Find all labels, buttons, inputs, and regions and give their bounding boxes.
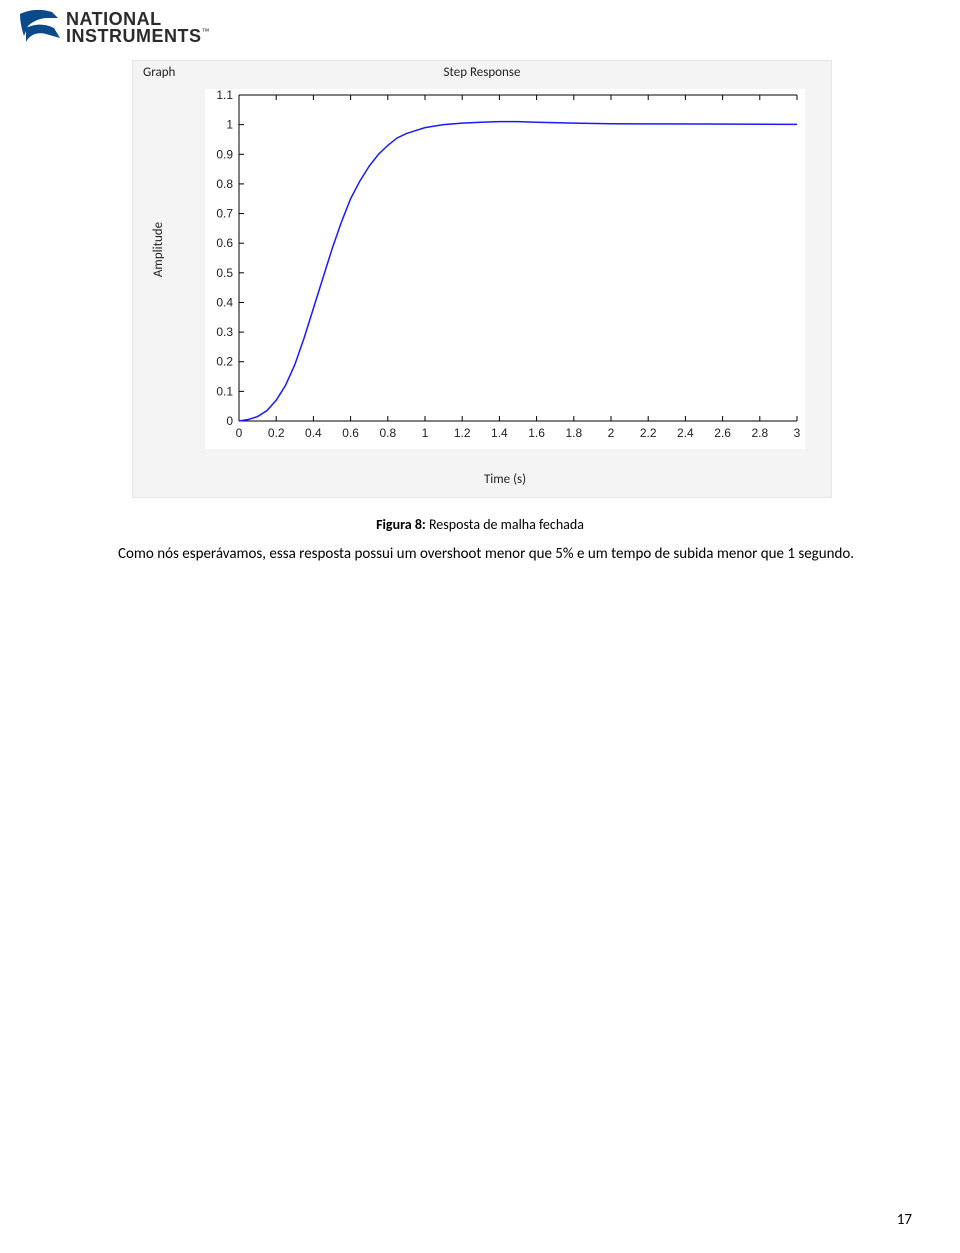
svg-text:0.9: 0.9 [216,147,233,161]
svg-text:1.6: 1.6 [528,426,545,440]
svg-text:0.5: 0.5 [216,266,233,280]
svg-text:0.8: 0.8 [379,426,396,440]
chart-header-center: Step Response [133,65,831,80]
svg-text:2.2: 2.2 [640,426,657,440]
svg-text:1.1: 1.1 [216,89,233,102]
svg-text:0.4: 0.4 [305,426,322,440]
svg-text:0.2: 0.2 [216,355,233,369]
svg-text:0.6: 0.6 [216,236,233,250]
svg-text:0.1: 0.1 [216,384,233,398]
chart-ylabel: Amplitude [151,61,167,437]
chart-svg: 0 0.2 0.4 0.6 0.8 1 1.2 1.4 1.6 1.8 2 2.2 2.4 2.6 2.8 3… [205,89,805,449]
chart-header: Graph Step Response [133,65,831,83]
svg-text:2.8: 2.8 [751,426,768,440]
svg-text:0.2: 0.2 [268,426,285,440]
logo-eagle-icon [18,8,62,48]
svg-text:0.7: 0.7 [216,207,233,221]
step-response-chart: Graph Step Response Amplitude 0 0.2 0.4 0.6… [132,60,832,498]
svg-text:0.6: 0.6 [342,426,359,440]
logo-text: NATIONAL INSTRUMENTS™ [66,11,210,45]
svg-text:2: 2 [608,426,615,440]
body-paragraph: Como nós esperávamos, essa resposta poss… [78,544,882,564]
figure-caption: Figura 8: Resposta de malha fechada [0,516,960,533]
logo-line2: INSTRUMENTS™ [66,28,210,45]
caption-bold: Figura 8: [376,516,426,533]
svg-text:0: 0 [236,426,243,440]
caption-rest: Resposta de malha fechada [426,516,584,533]
chart-plot-area: 0 0.2 0.4 0.6 0.8 1 1.2 1.4 1.6 1.8 2 2.2 2.4 2.6 2.8 3… [205,89,805,449]
svg-text:0.4: 0.4 [216,295,233,309]
svg-text:3: 3 [794,426,801,440]
page-number: 17 [897,1211,912,1229]
svg-text:1.2: 1.2 [454,426,471,440]
chart-xlabel: Time (s) [205,472,805,487]
svg-text:2.4: 2.4 [677,426,694,440]
svg-text:1.8: 1.8 [565,426,582,440]
svg-text:1: 1 [226,118,233,132]
svg-text:1: 1 [422,426,429,440]
svg-text:0.8: 0.8 [216,177,233,191]
logo: NATIONAL INSTRUMENTS™ [18,8,210,48]
svg-text:1.4: 1.4 [491,426,508,440]
svg-text:2.6: 2.6 [714,426,731,440]
svg-text:0.3: 0.3 [216,325,233,339]
svg-text:0: 0 [226,414,233,428]
